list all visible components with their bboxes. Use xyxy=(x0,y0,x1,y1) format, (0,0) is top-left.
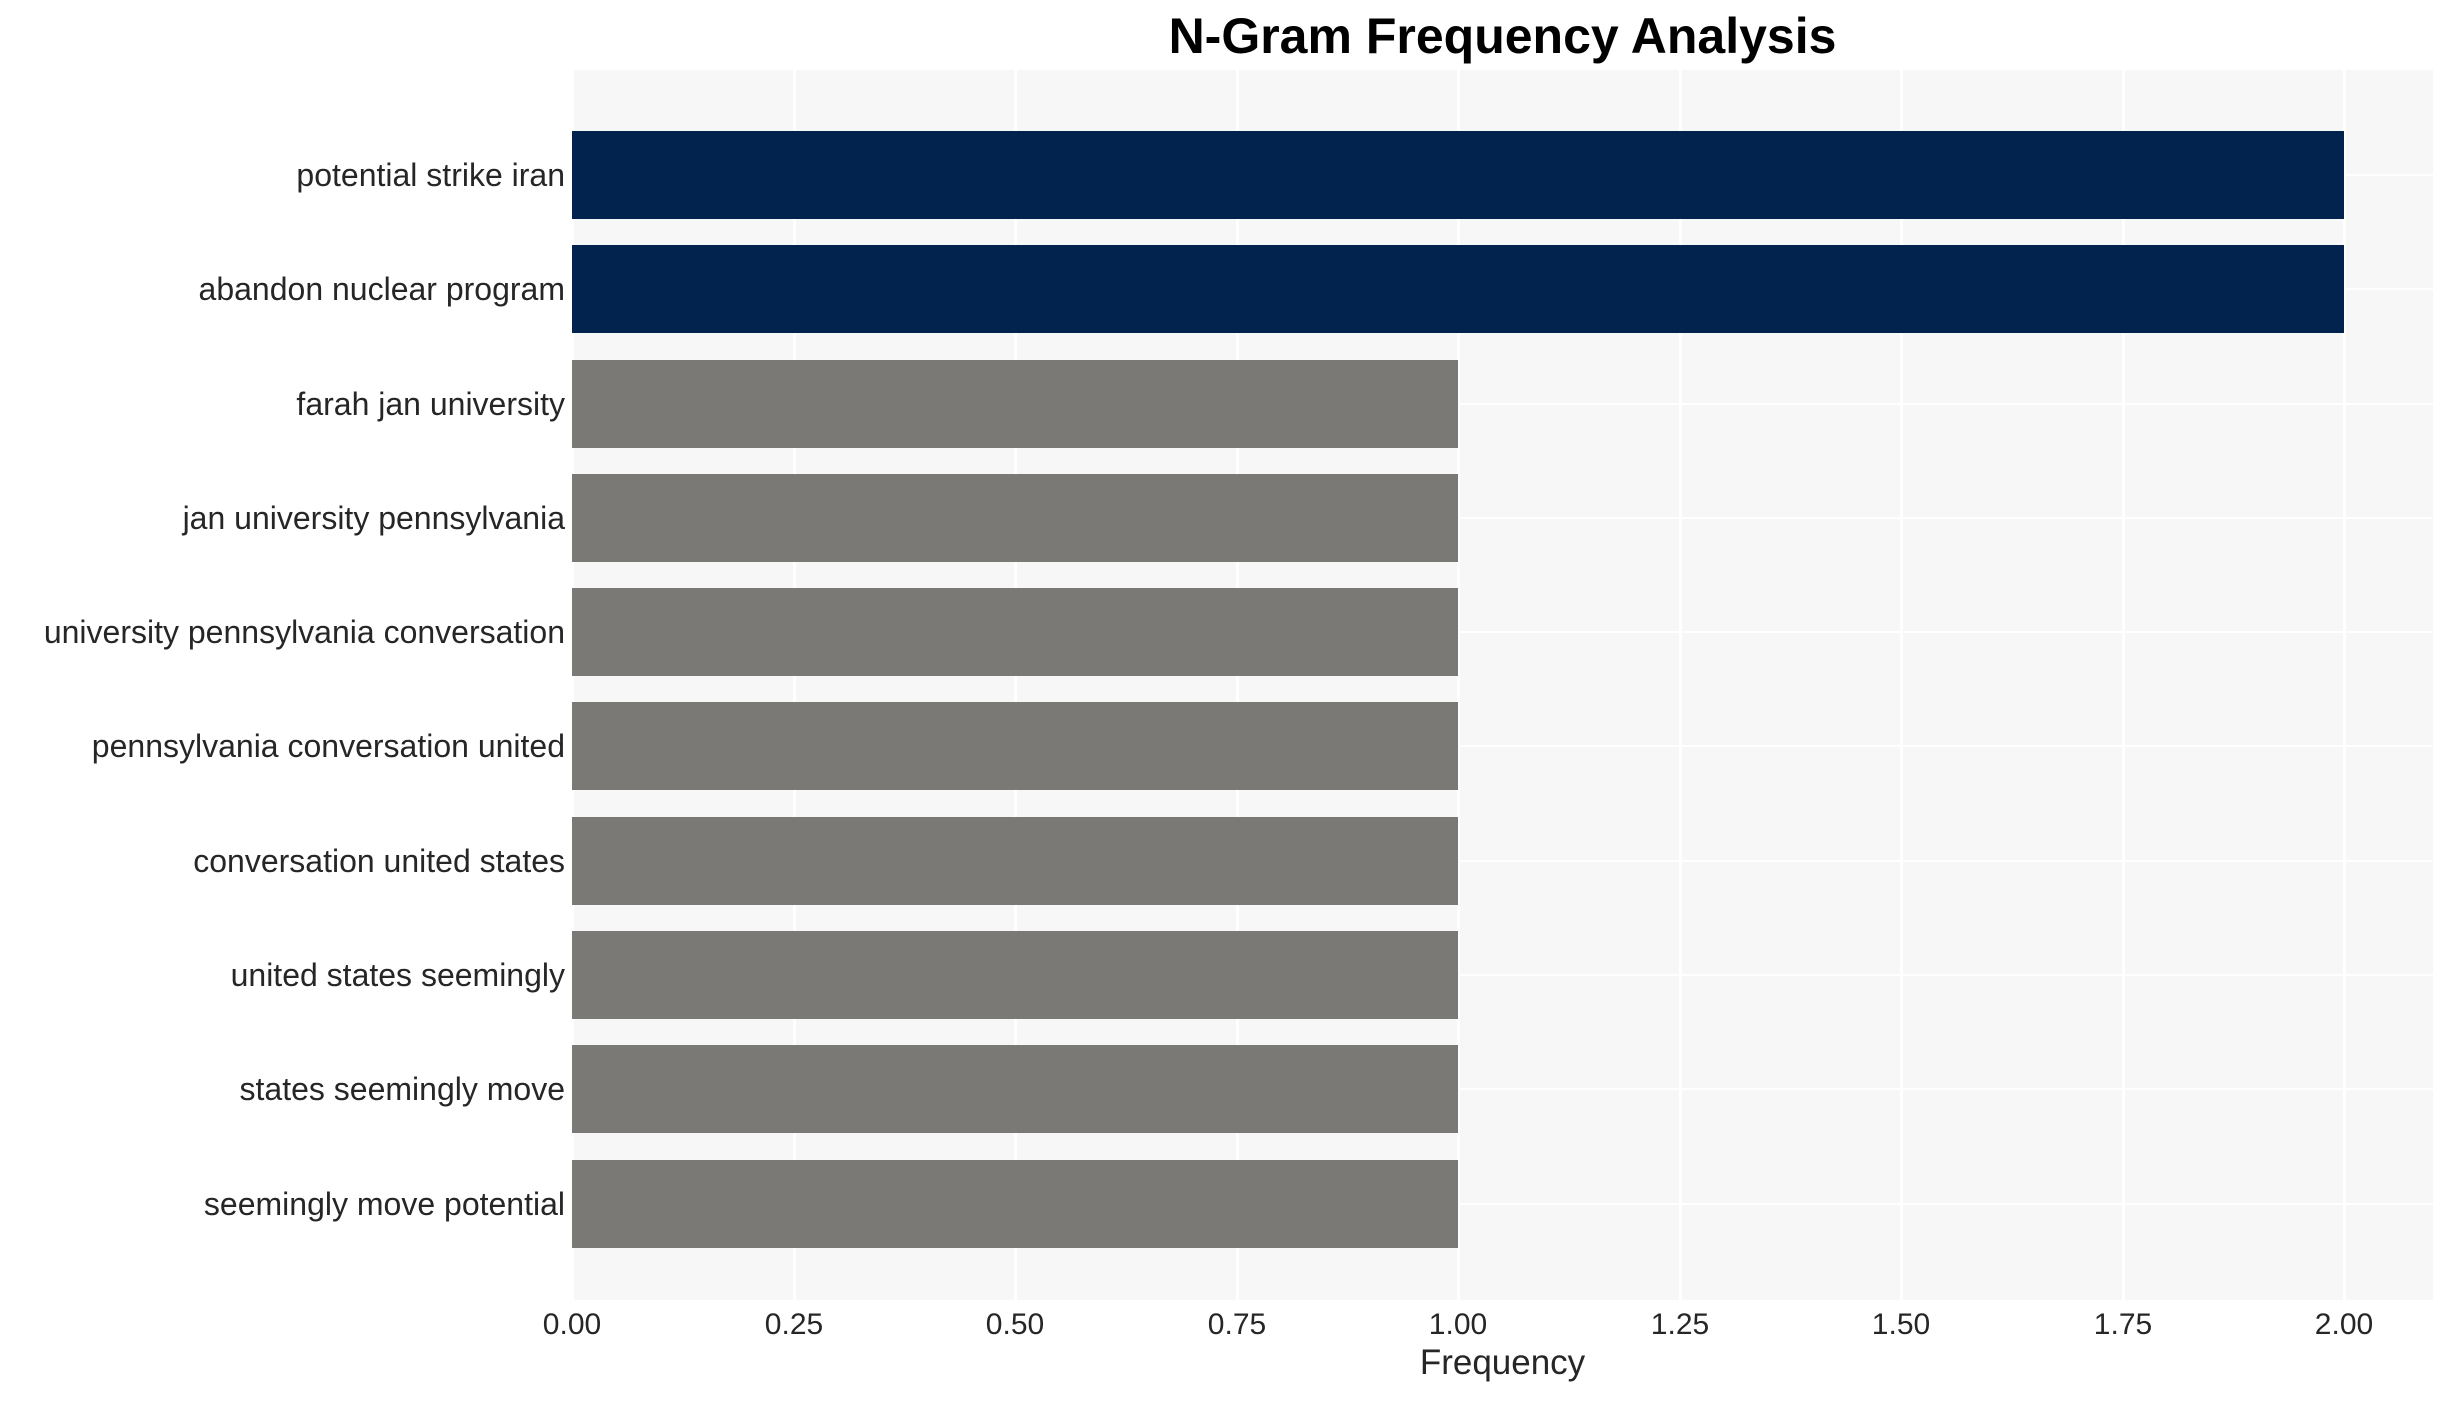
gridline-horizontal xyxy=(572,860,2433,862)
category-label: conversation united states xyxy=(193,843,565,879)
x-axis-tick-labels: 0.00 0.25 0.50 0.75 1.00 1.25 1.50 1.75 2.00 xyxy=(543,1300,2433,1346)
category-label: states seemingly move xyxy=(239,1071,565,1107)
gridline-vertical xyxy=(1236,70,1239,1300)
bar xyxy=(572,1160,1458,1248)
category-label: abandon nuclear program xyxy=(198,271,565,307)
gridline-horizontal xyxy=(572,631,2433,633)
x-tick-label: 1.75 xyxy=(2093,1308,2153,1341)
gridline-horizontal xyxy=(572,745,2433,747)
plot-area xyxy=(571,70,2433,1300)
gridline-vertical xyxy=(1900,70,1903,1300)
bar xyxy=(572,702,1458,790)
gridline-horizontal xyxy=(572,1088,2433,1090)
x-tick-label: 1.25 xyxy=(1650,1308,1710,1341)
gridline-vertical xyxy=(571,70,574,1300)
category-label: seemingly move potential xyxy=(203,1186,565,1222)
bar xyxy=(572,245,2344,333)
bar xyxy=(572,1045,1458,1133)
category-label: united states seemingly xyxy=(230,957,565,993)
y-axis-category-labels: potential strike iran abandon nuclear pro… xyxy=(0,70,565,1300)
bar xyxy=(572,588,1458,676)
gridline-horizontal xyxy=(572,974,2433,976)
gridline-vertical xyxy=(793,70,796,1300)
category-label: jan university pennsylvania xyxy=(182,500,565,536)
category-label: potential strike iran xyxy=(296,157,565,193)
bar xyxy=(572,817,1458,905)
bar xyxy=(572,360,1458,448)
x-axis-label: Frequency xyxy=(1419,1343,1586,1382)
bar xyxy=(572,131,2344,219)
gridline-horizontal xyxy=(572,1203,2433,1205)
x-tick-label: 2.00 xyxy=(2314,1308,2374,1341)
x-tick-label: 1.00 xyxy=(1428,1308,1488,1341)
category-label: pennsylvania conversation united xyxy=(91,728,565,764)
x-tick-label: 0.50 xyxy=(985,1308,1045,1341)
x-tick-label: 0.25 xyxy=(764,1308,824,1341)
category-label: farah jan university xyxy=(296,386,565,422)
category-label: university pennsylvania conversation xyxy=(43,614,565,650)
x-tick-label: 1.50 xyxy=(1871,1308,1931,1341)
gridline-horizontal xyxy=(572,517,2433,519)
gridline-vertical xyxy=(1014,70,1017,1300)
gridline-vertical xyxy=(1679,70,1682,1300)
bar xyxy=(572,474,1458,562)
gridline-vertical xyxy=(2122,70,2125,1300)
gridline-vertical xyxy=(2343,70,2346,1300)
x-tick-label: 0.75 xyxy=(1207,1308,1267,1341)
gridline-horizontal xyxy=(572,403,2433,405)
chart-title: N-Gram Frequency Analysis xyxy=(1168,8,1837,64)
bar xyxy=(572,931,1458,1019)
x-tick-label: 0.00 xyxy=(542,1308,602,1341)
gridline-vertical xyxy=(1457,70,1460,1300)
